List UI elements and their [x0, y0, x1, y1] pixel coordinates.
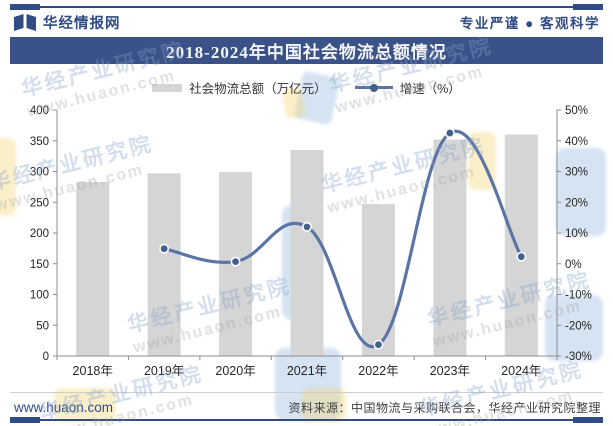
svg-text:2018年: 2018年 — [73, 364, 113, 378]
svg-text:40%: 40% — [565, 136, 588, 148]
header: 华经情报网 专业严谨 ● 客观科学 — [14, 10, 600, 34]
header-slogan: 专业严谨 ● 客观科学 — [459, 16, 600, 31]
line-series-swatch — [354, 83, 393, 92]
footer-source: 资料来源：中国物流与采购联合会，华经产业研究院整理 — [288, 400, 601, 415]
legend-item-total: 社会物流总额（万亿元） — [152, 78, 327, 97]
brand: 华经情报网 — [14, 12, 121, 33]
combo-chart: 400 350 300 250 200 150 100 50 0 50% 40% 30% 20% 10% 0… — [30, 105, 592, 378]
svg-text:2023年: 2023年 — [430, 364, 470, 378]
footer: www.huaon.com 资料来源：中国物流与采购联合会，华经产业研究院整理 — [14, 397, 601, 417]
svg-text:-20%: -20% — [565, 320, 592, 332]
svg-text:30%: 30% — [565, 167, 588, 179]
svg-text:0%: 0% — [565, 259, 582, 271]
svg-text:2022年: 2022年 — [358, 364, 398, 378]
chart-title: 2018-2024年中国社会物流总额情况 — [166, 43, 447, 62]
bar-series-swatch — [152, 83, 183, 92]
svg-text:100: 100 — [30, 290, 49, 302]
svg-text:2024年: 2024年 — [501, 364, 541, 378]
svg-text:20%: 20% — [565, 197, 588, 209]
top-border — [10, 4, 603, 10]
svg-text:400: 400 — [30, 105, 49, 117]
svg-text:10%: 10% — [565, 228, 588, 240]
footer-site-link[interactable]: www.huaon.com — [14, 399, 114, 415]
bottom-border — [10, 417, 603, 423]
svg-text:250: 250 — [30, 197, 49, 209]
brand-name: 华经情报网 — [43, 15, 121, 32]
legend-label-growth: 增速（%） — [399, 82, 461, 96]
svg-text:50: 50 — [36, 320, 49, 332]
svg-text:150: 150 — [30, 259, 49, 271]
svg-text:2020年: 2020年 — [215, 364, 255, 378]
footer-divider — [10, 392, 603, 393]
legend-label-total: 社会物流总额（万亿元） — [189, 82, 327, 96]
svg-text:50%: 50% — [565, 105, 588, 117]
svg-text:-10%: -10% — [565, 290, 592, 302]
svg-text:2019年: 2019年 — [144, 364, 184, 378]
svg-text:200: 200 — [30, 228, 49, 240]
svg-text:300: 300 — [30, 167, 49, 179]
line-marker-icon — [369, 83, 378, 92]
chart-title-banner: 2018-2024年中国社会物流总额情况 — [10, 37, 603, 64]
brand-logo-icon — [14, 13, 36, 31]
svg-text:0: 0 — [43, 351, 49, 363]
svg-text:-30%: -30% — [565, 351, 592, 363]
legend-item-growth: 增速（%） — [354, 78, 461, 97]
legend: 社会物流总额（万亿元） 增速（%） — [0, 78, 613, 97]
svg-text:350: 350 — [30, 136, 49, 148]
svg-text:2021年: 2021年 — [287, 364, 327, 378]
